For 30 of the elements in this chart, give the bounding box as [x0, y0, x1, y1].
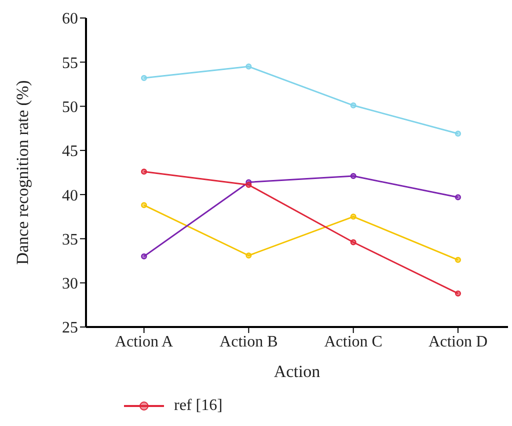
y-tick-label: 25: [62, 320, 78, 337]
legend-label: ref [16]: [174, 397, 222, 415]
point: [141, 253, 147, 260]
x-tick-label: Action D: [428, 333, 488, 350]
point: [455, 194, 461, 200]
y-tick-label: 40: [62, 187, 78, 204]
point: [141, 168, 147, 175]
point: [350, 102, 356, 108]
y-tick-label: 55: [62, 54, 78, 72]
point: [350, 239, 356, 246]
point: [141, 75, 147, 82]
x-tick-label: Action C: [324, 333, 382, 350]
y-tick-label: 60: [62, 10, 78, 28]
x-tick-label: Action B: [220, 333, 278, 350]
point: [246, 252, 252, 258]
y-tick-label: 30: [62, 276, 78, 293]
point: [455, 290, 461, 296]
point: [350, 173, 356, 180]
y-tick-label: 35: [62, 231, 78, 248]
point: [246, 182, 252, 188]
point: [141, 202, 147, 208]
point: [455, 130, 461, 137]
x-axis-title: Action: [274, 362, 321, 381]
point: [455, 256, 461, 263]
x-tick-label: Action A: [114, 333, 174, 350]
y-tick-label: 50: [62, 98, 78, 116]
y-axis-title: Dance recognition rate (%): [13, 80, 32, 265]
point: [350, 214, 356, 220]
point: [246, 64, 252, 70]
y-tick-label: 45: [62, 143, 78, 160]
